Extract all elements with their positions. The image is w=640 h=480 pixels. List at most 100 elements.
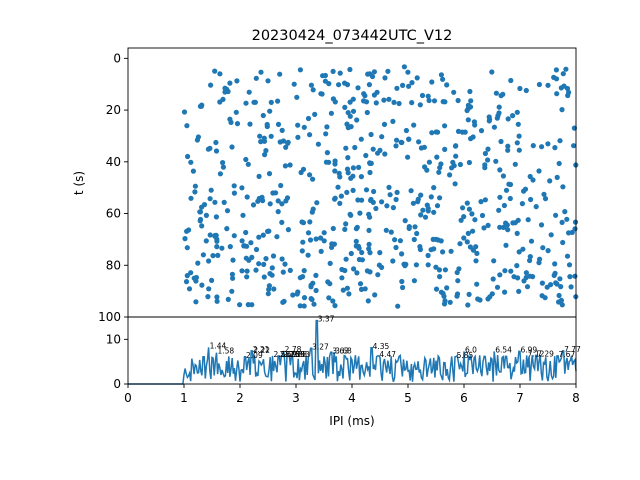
raster-point [266,283,272,289]
raster-point [240,212,246,218]
raster-point [560,239,566,246]
raster-point [342,80,348,86]
raster-point [498,93,504,99]
raster-point [509,113,516,119]
raster-point [215,252,221,258]
raster-point [301,124,307,130]
raster-point [395,303,401,309]
raster-point [363,152,369,159]
peak-annotation: 2.88 [290,350,307,359]
raster-point [371,69,377,75]
raster-point [464,200,470,206]
raster-point [431,209,437,215]
histogram-line [128,319,577,385]
raster-point [431,246,437,252]
raster-point [419,92,426,99]
raster-point [457,161,463,168]
raster-point [243,229,249,236]
raster-point [372,292,378,298]
peak-annotation: 2.93 [293,350,310,359]
raster-point [358,136,364,142]
raster-point [497,194,503,200]
raster-point [213,139,219,146]
raster-point [485,157,491,163]
raster-point [184,123,190,129]
raster-point [324,150,330,156]
raster-point [521,278,527,284]
raster-point [332,195,338,201]
raster-point [231,233,237,239]
raster-point [357,210,363,216]
raster-point [308,284,314,290]
raster-point [214,244,220,250]
raster-point [508,268,514,274]
raster-point [542,196,549,202]
raster-point [186,286,193,292]
raster-point [524,284,531,290]
raster-point [279,256,285,262]
raster-point [344,189,350,195]
raster-point [328,110,334,116]
raster-point [337,200,343,206]
raster-point [540,245,546,251]
raster-point [417,246,423,253]
raster-point [426,159,432,165]
raster-point [280,269,286,275]
raster-point [522,186,529,192]
raster-point [343,256,349,262]
raster-point [455,278,461,284]
histogram-axes: 1.441.58 2.092.212.22 2.582.692.752.782.85… [106,315,581,405]
raster-point [430,236,436,242]
raster-point [335,184,341,190]
raster-point [444,82,450,88]
raster-point [336,82,342,88]
raster-point [271,286,277,292]
raster-point [364,268,370,274]
raster-point [282,163,288,169]
raster-point [465,102,471,108]
raster-point [315,141,321,147]
raster-point [362,93,368,99]
raster-point [307,132,313,138]
peak-annotation: 2.09 [246,351,263,360]
raster-point [466,206,472,212]
raster-point [375,272,381,278]
raster-point [544,284,550,290]
raster-point [301,268,307,274]
raster-point [478,199,484,205]
raster-point [300,274,306,280]
raster-point [429,79,435,85]
raster-point [231,190,237,196]
raster-point [366,227,372,233]
raster-point [267,108,273,114]
raster-point [343,145,349,151]
raster-point [256,173,262,179]
raster-point [261,261,267,267]
raster-point [217,171,223,177]
raster-point [459,129,465,135]
raster-point [260,198,266,204]
raster-point [414,75,420,81]
raster-point [359,249,365,256]
raster-point [207,196,213,202]
raster-point [486,118,492,124]
raster-point [554,91,560,97]
raster-point [494,115,500,121]
raster-point [312,111,318,117]
raster-point [321,238,327,244]
raster-point [455,128,462,134]
raster-point [243,255,249,261]
raster-point [458,217,464,223]
raster-point [449,165,455,171]
raster-point [417,102,423,108]
raster-point [409,80,415,86]
raster-point [188,195,194,201]
raster-point [451,89,457,95]
raster-point [397,238,403,244]
raster-point [308,82,314,88]
raster-point [440,249,446,255]
raster-point [533,204,539,210]
raster-point [208,82,214,88]
raster-point [269,272,275,278]
raster-point [411,122,417,128]
